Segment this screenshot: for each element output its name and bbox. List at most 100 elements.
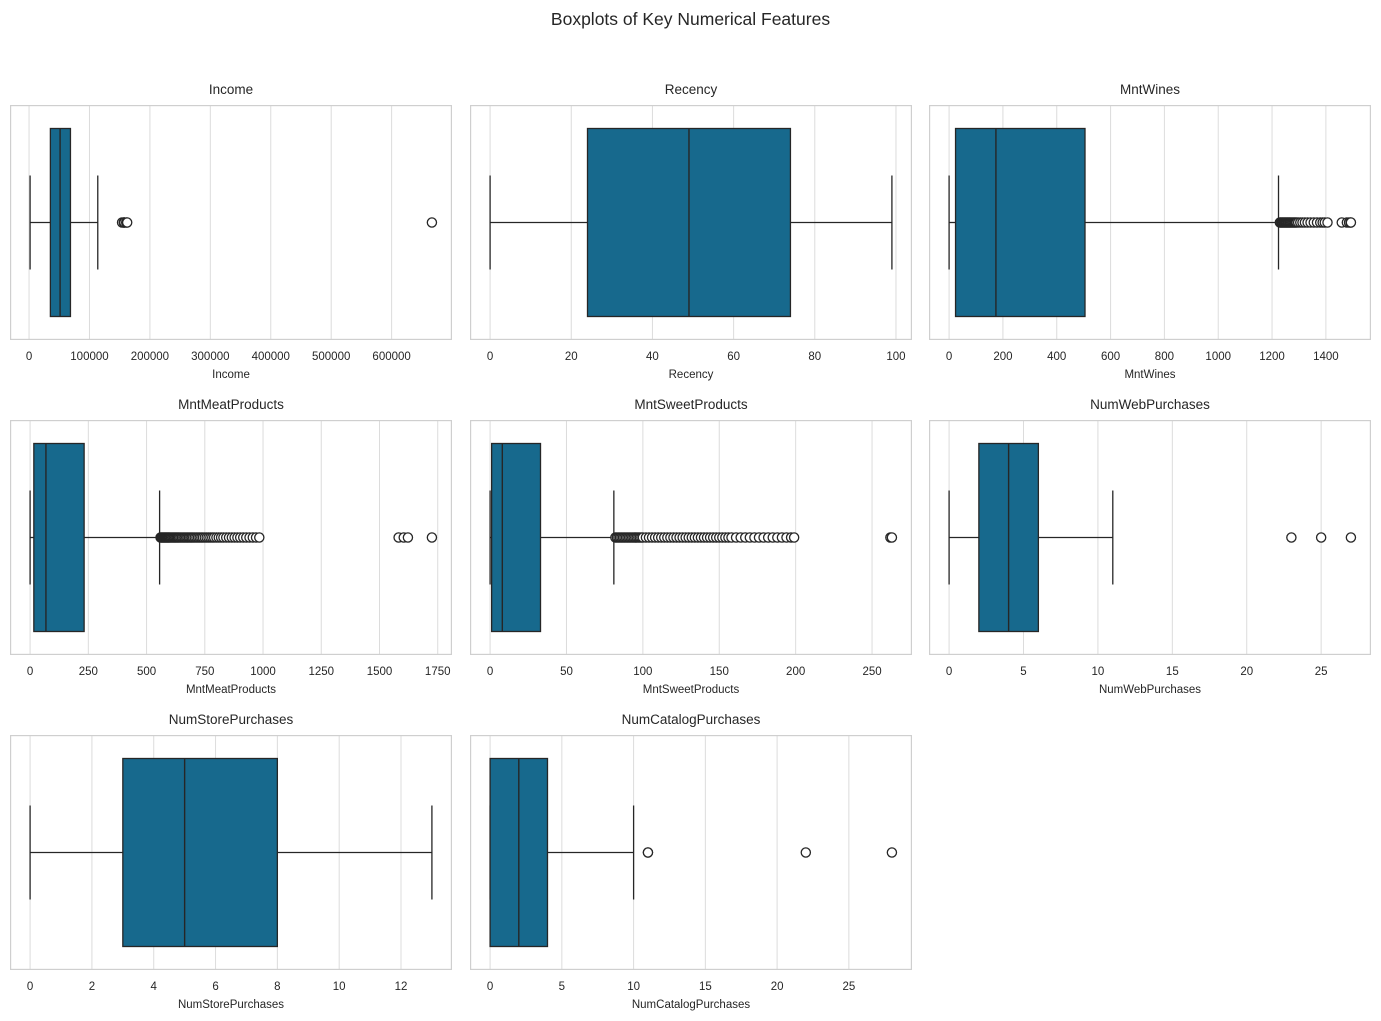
tick-label: 40 — [646, 351, 659, 363]
plot-border — [929, 419, 1371, 655]
outlier-point — [886, 846, 898, 858]
subplot-numwebpurchases: NumWebPurchases 0 5 10 15 20 25 NumWebPurchas… — [929, 390, 1371, 705]
plot-border — [10, 104, 452, 340]
tick-label: 1500 — [367, 666, 393, 678]
subplot-title: MntMeatProducts — [178, 396, 284, 412]
subplot-recency: Recency 0 20 40 60 80 100 Recency — [470, 75, 912, 390]
tick-label: 0 — [487, 351, 493, 363]
subplot-title: NumWebPurchases — [1090, 396, 1210, 412]
outlier-point — [426, 531, 438, 543]
tick-label: 100 — [633, 666, 652, 678]
whiskers — [29, 175, 99, 269]
tick-label: 500000 — [312, 351, 350, 363]
tick-label: 100 — [886, 351, 905, 363]
tick-label: 60 — [727, 351, 740, 363]
tick-label: 10 — [333, 981, 346, 993]
outlier-points — [1274, 216, 1357, 228]
outlier-points — [116, 216, 438, 228]
gridlines — [28, 104, 393, 340]
tick-label: 400000 — [252, 351, 290, 363]
whiskers — [29, 805, 433, 899]
plot-border — [470, 419, 912, 655]
tick-label: 300000 — [191, 351, 229, 363]
x-axis-label: MntMeatProducts — [185, 683, 277, 696]
tick-label: 80 — [808, 351, 821, 363]
subplot-income: Income 0 100000 200000 300000 400000 500000 60… — [10, 75, 452, 390]
outlier-point — [788, 531, 800, 543]
subplot-numcatalogpurchases: NumCatalogPurchases 0 5 10 15 20 25 NumCatalo… — [470, 705, 912, 1020]
gridlines — [29, 419, 439, 655]
tick-label: 1250 — [308, 666, 334, 678]
outlier-point — [800, 846, 812, 858]
tick-label: 0 — [946, 351, 952, 363]
outlier-point — [1286, 531, 1297, 543]
tick-label: 400 — [1047, 351, 1066, 363]
outlier-point — [254, 531, 265, 543]
tick-label: 1200 — [1259, 351, 1285, 363]
outlier-point — [642, 846, 654, 858]
boxplot-canvas: 0 200 400 600 800 1000 1200 1400 — [929, 104, 1371, 363]
outlier-point — [1322, 216, 1333, 228]
subplot-numstorepurchases: NumStorePurchases 0 2 4 6 8 10 12 NumStorePurc… — [10, 705, 452, 1020]
tick-label: 200000 — [131, 351, 169, 363]
tick-label: 100000 — [70, 351, 108, 363]
tick-label: 0 — [487, 666, 493, 678]
plot-border — [10, 734, 452, 970]
x-axis-label: MntWines — [1124, 368, 1176, 381]
subplot-mntmeatproducts: MntMeatProducts 0 250 500 750 1000 1250 1500 17… — [10, 390, 452, 705]
x-tick-labels: 0 5 10 15 20 25 — [487, 981, 855, 993]
tick-label: 20 — [1240, 666, 1253, 678]
tick-label: 2 — [89, 981, 95, 993]
x-axis-label: NumWebPurchases — [1098, 683, 1202, 696]
outlier-point — [121, 216, 133, 228]
tick-label: 250 — [79, 666, 98, 678]
x-axis-label: Income — [212, 368, 250, 381]
subplot-title: Income — [208, 81, 254, 97]
whiskers — [489, 175, 893, 269]
subplot-title: NumStorePurchases — [168, 711, 294, 727]
tick-label: 800 — [1155, 351, 1174, 363]
outlier-point — [886, 531, 898, 543]
x-tick-labels: 0 200 400 600 800 1000 1200 1400 — [946, 351, 1339, 363]
tick-label: 0 — [27, 666, 33, 678]
tick-label: 200 — [993, 351, 1012, 363]
tick-label: 10 — [627, 981, 640, 993]
tick-label: 0 — [26, 351, 32, 363]
x-tick-labels: 0 50 100 150 200 250 — [487, 666, 882, 678]
tick-label: 600000 — [372, 351, 410, 363]
tick-label: 0 — [27, 981, 33, 993]
x-axis-label: Recency — [668, 368, 714, 381]
tick-label: 6 — [212, 981, 218, 993]
iqr-box — [33, 442, 85, 632]
subplot-title: Recency — [664, 81, 718, 97]
iqr-box — [122, 757, 279, 947]
outlier-points — [642, 846, 898, 858]
subplot-title: MntSweetProducts — [634, 396, 748, 412]
tick-label: 25 — [1315, 666, 1328, 678]
tick-label: 1400 — [1313, 351, 1339, 363]
tick-label: 150 — [710, 666, 729, 678]
outlier-point — [1345, 216, 1357, 228]
tick-label: 1000 — [250, 666, 276, 678]
x-axis-label: NumCatalogPurchases — [631, 998, 751, 1011]
outlier-point — [1315, 531, 1327, 543]
tick-label: 20 — [771, 981, 784, 993]
tick-label: 50 — [560, 666, 573, 678]
outlier-point — [402, 531, 414, 543]
outlier-point — [1345, 531, 1357, 543]
subplot-mntwines: MntWines 0 200 400 600 800 1000 1200 1400 MntWi… — [929, 75, 1371, 390]
boxplot-canvas: 0 5 10 15 20 25 — [929, 419, 1371, 678]
x-tick-labels: 0 250 500 750 1000 1250 1500 1750 — [27, 666, 451, 678]
iqr-box — [954, 127, 1086, 317]
iqr-box — [490, 442, 542, 632]
tick-label: 0 — [946, 666, 952, 678]
tick-label: 1750 — [425, 666, 451, 678]
x-axis-label: MntSweetProducts — [642, 683, 740, 696]
tick-label: 600 — [1101, 351, 1120, 363]
tick-label: 0 — [487, 981, 493, 993]
tick-label: 20 — [565, 351, 578, 363]
x-tick-labels: 0 2 4 6 8 10 12 — [27, 981, 408, 993]
tick-label: 8 — [274, 981, 280, 993]
plot-border — [470, 104, 912, 340]
